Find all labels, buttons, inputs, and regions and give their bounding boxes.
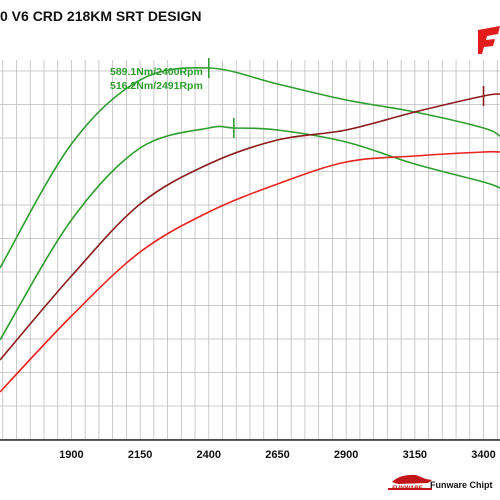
- funware-logo-icon: [478, 26, 500, 54]
- footer-brand: Funware Chipt: [430, 480, 493, 490]
- series-line-3: [0, 93, 500, 361]
- chart-grid: [0, 60, 500, 440]
- footer-logo-text: FUNWARE: [392, 486, 423, 492]
- car-silhouette-icon: [388, 474, 432, 490]
- x-tick-labels: 1900 2150 2400 2650 2900 3150 3400: [59, 449, 496, 461]
- peak-markers: [207, 58, 485, 138]
- series-line-4: [0, 150, 500, 393]
- x-tick-label-2150: 2150: [128, 449, 152, 461]
- x-tick-label-2650: 2650: [265, 449, 289, 461]
- series-line-2: [0, 125, 500, 341]
- x-tick-label-2900: 2900: [334, 449, 358, 461]
- annotation-peak-1: 589.1Nm/2400Rpm: [110, 66, 203, 78]
- x-tick-label-1900: 1900: [59, 449, 83, 461]
- annotation-peak-2: 516.2Nm/2491Rpm: [110, 80, 203, 92]
- chart-title: 0 V6 CRD 218KM SRT DESIGN: [0, 8, 202, 24]
- x-tick-label-2400: 2400: [197, 449, 221, 461]
- x-tick-label-3400: 3400: [471, 449, 495, 461]
- series-line-1: [0, 66, 500, 269]
- x-tick-label-3150: 3150: [403, 449, 427, 461]
- series-layer: [0, 66, 500, 393]
